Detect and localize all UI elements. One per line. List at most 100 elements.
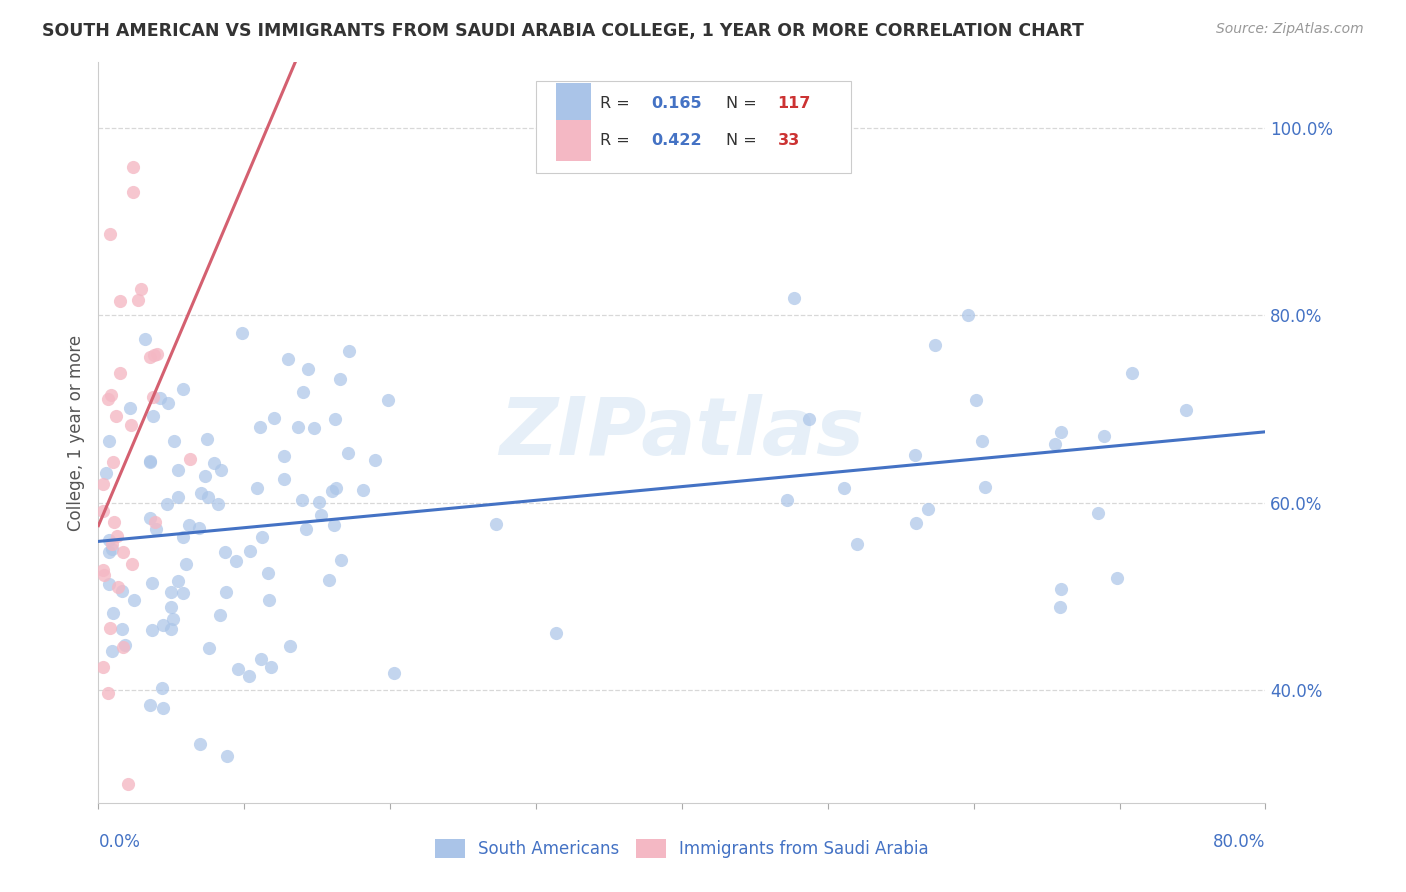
Y-axis label: College, 1 year or more: College, 1 year or more <box>66 334 84 531</box>
Point <box>273 472 295 486</box>
Point <box>190 486 212 500</box>
Point <box>117 777 139 791</box>
Point <box>121 160 143 174</box>
Point <box>146 346 169 360</box>
Text: ZIPatlas: ZIPatlas <box>499 393 865 472</box>
Point <box>91 504 114 518</box>
Point <box>336 446 359 460</box>
Point <box>103 455 125 469</box>
Point <box>127 293 149 307</box>
Point <box>1043 437 1066 451</box>
Point <box>121 185 143 199</box>
Point <box>239 544 262 558</box>
Point <box>238 669 260 683</box>
Point <box>209 463 232 477</box>
Point <box>783 291 806 305</box>
Point <box>965 392 987 407</box>
Point <box>152 617 174 632</box>
Text: 80.0%: 80.0% <box>1213 833 1265 851</box>
Point <box>149 391 172 405</box>
Point <box>96 466 118 480</box>
Point <box>250 530 273 544</box>
Point <box>172 586 194 600</box>
Point <box>139 455 162 469</box>
Point <box>139 350 162 364</box>
Point <box>122 593 145 607</box>
Point <box>215 748 238 763</box>
Point <box>167 463 190 477</box>
Text: SOUTH AMERICAN VS IMMIGRANTS FROM SAUDI ARABIA COLLEGE, 1 YEAR OR MORE CORRELATI: SOUTH AMERICAN VS IMMIGRANTS FROM SAUDI … <box>42 22 1084 40</box>
Point <box>195 433 218 447</box>
Point <box>325 481 347 495</box>
Point <box>139 510 162 524</box>
Point <box>143 515 166 529</box>
Point <box>904 448 927 462</box>
Point <box>100 537 122 551</box>
Point <box>93 476 115 491</box>
Point <box>302 420 325 434</box>
Text: 0.422: 0.422 <box>651 133 702 148</box>
Text: 0.0%: 0.0% <box>98 833 141 851</box>
Point <box>97 434 120 449</box>
Text: 33: 33 <box>778 133 800 148</box>
Point <box>957 308 980 322</box>
Point <box>250 652 273 666</box>
Point <box>1050 582 1073 597</box>
Point <box>323 518 346 533</box>
Point <box>231 326 253 340</box>
Point <box>111 584 134 599</box>
Point <box>139 698 162 712</box>
Point <box>225 554 247 568</box>
Point <box>110 293 132 308</box>
Point <box>972 434 994 448</box>
Point <box>97 392 120 406</box>
Point <box>107 529 129 543</box>
Point <box>214 545 236 559</box>
Legend: South Americans, Immigrants from Saudi Arabia: South Americans, Immigrants from Saudi A… <box>429 832 935 865</box>
Point <box>114 638 136 652</box>
Point <box>162 612 184 626</box>
Point <box>160 623 183 637</box>
Point <box>352 483 374 497</box>
Point <box>160 599 183 614</box>
Point <box>156 497 179 511</box>
Point <box>207 497 229 511</box>
Point <box>917 502 939 516</box>
Point <box>226 663 249 677</box>
Point <box>157 396 180 410</box>
Text: R =: R = <box>600 133 636 148</box>
Point <box>297 362 319 376</box>
Point <box>142 390 165 404</box>
Point <box>129 282 152 296</box>
Point <box>100 541 122 556</box>
Point <box>215 584 238 599</box>
Point <box>1175 402 1198 417</box>
Point <box>799 412 821 426</box>
Point <box>308 495 330 509</box>
Point <box>544 626 567 640</box>
Point <box>97 533 120 547</box>
Point <box>177 518 200 533</box>
Point <box>337 343 360 358</box>
Point <box>103 515 125 529</box>
Point <box>194 468 217 483</box>
Text: 117: 117 <box>778 95 811 111</box>
Point <box>249 420 271 434</box>
Text: Source: ZipAtlas.com: Source: ZipAtlas.com <box>1216 22 1364 37</box>
Point <box>277 351 299 366</box>
Point <box>121 558 143 572</box>
Bar <box>555 120 591 161</box>
Point <box>278 639 301 653</box>
Point <box>1105 571 1128 585</box>
Point <box>263 411 285 425</box>
Point <box>172 530 194 544</box>
Point <box>257 592 280 607</box>
Point <box>208 607 231 622</box>
Point <box>142 409 165 423</box>
Point <box>139 454 162 468</box>
Point <box>318 573 340 587</box>
Point <box>260 660 283 674</box>
Point <box>97 686 120 700</box>
Point <box>98 621 121 635</box>
Point <box>141 576 163 591</box>
